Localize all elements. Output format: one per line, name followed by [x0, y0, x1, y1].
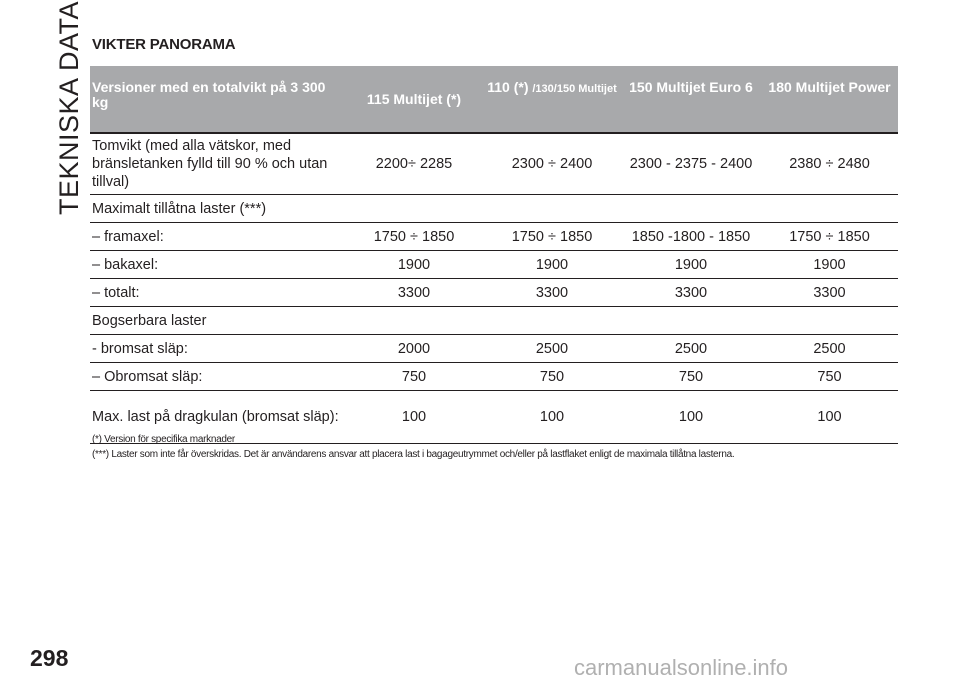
watermark: carmanualsonline.info: [574, 655, 789, 680]
row-label: – Obromsat släp:: [90, 362, 345, 391]
cell-value: 2300 - 2375 - 2400: [621, 133, 761, 195]
cell-value: 2300 ÷ 2400: [483, 133, 621, 195]
cell-value: [345, 194, 483, 223]
cell-value: 750: [345, 362, 483, 391]
cell-value: 2500: [761, 334, 898, 363]
cell-value: 2380 ÷ 2480: [761, 133, 898, 195]
cell-value: 3300: [621, 278, 761, 307]
cell-value: 2500: [621, 334, 761, 363]
row-label: Bogserbara laster: [90, 306, 345, 335]
cell-value: 1750 ÷ 1850: [345, 222, 483, 251]
cell-value: 1900: [345, 250, 483, 279]
row-label: – totalt:: [90, 278, 345, 307]
cell-value: 100: [621, 390, 761, 444]
cell-value: 1900: [621, 250, 761, 279]
table-row: – bakaxel: 1900 1900 1900 1900: [90, 250, 898, 279]
table-row: Bogserbara laster: [90, 306, 898, 335]
cell-value: [483, 194, 621, 223]
cell-value: 1900: [761, 250, 898, 279]
footnote: (***) Laster som inte får överskridas. D…: [92, 449, 735, 460]
cell-value: [761, 194, 898, 223]
row-label: - bromsat släp:: [90, 334, 345, 363]
header-versions: Versioner med en totalvikt på 3 300 kg: [90, 66, 345, 134]
cell-value: 1900: [483, 250, 621, 279]
cell-value: 2000: [345, 334, 483, 363]
header-180-multijet-power: 180 Multijet Power: [761, 66, 898, 134]
cell-value: [621, 306, 761, 335]
cell-value: 3300: [761, 278, 898, 307]
weights-table: Versioner med en totalvikt på 3 300 kg 1…: [90, 66, 898, 444]
cell-value: 3300: [345, 278, 483, 307]
cell-value: 1850 -1800 - 1850: [621, 222, 761, 251]
row-label: Tomvikt (med alla vätskor, med bränsleta…: [90, 133, 345, 195]
table-row: – totalt: 3300 3300 3300 3300: [90, 278, 898, 307]
page-title: VIKTER PANORAMA: [92, 36, 236, 53]
table-row: Max. last på dragkulan (bromsat släp): 1…: [90, 390, 898, 444]
table-row: - bromsat släp: 2000 2500 2500 2500: [90, 334, 898, 363]
cell-value: 2500: [483, 334, 621, 363]
cell-value: [345, 306, 483, 335]
row-label: – bakaxel:: [90, 250, 345, 279]
table-row: – framaxel: 1750 ÷ 1850 1750 ÷ 1850 1850…: [90, 222, 898, 251]
table-row: Maximalt tillåtna laster (***): [90, 194, 898, 223]
footnotes: (*) Version för specifika marknader (***…: [92, 432, 912, 462]
cell-value: 100: [483, 390, 621, 444]
header-115-multijet: 115 Multijet (*): [345, 66, 483, 134]
table-row: Tomvikt (med alla vätskor, med bränsleta…: [90, 133, 898, 195]
table-header-row: Versioner med en totalvikt på 3 300 kg 1…: [90, 66, 898, 134]
cell-value: [483, 306, 621, 335]
row-label: – framaxel:: [90, 222, 345, 251]
cell-value: [621, 194, 761, 223]
row-label: Max. last på dragkulan (bromsat släp):: [90, 390, 345, 444]
cell-value: [761, 306, 898, 335]
cell-value: 3300: [483, 278, 621, 307]
header-110-multijet: 110 (*) /130/150 Multijet: [483, 66, 621, 134]
section-side-title: TEKNISKA DATA: [54, 0, 84, 215]
cell-value: 1750 ÷ 1850: [761, 222, 898, 251]
cell-value: 2200÷ 2285: [345, 133, 483, 195]
page-number: 298: [30, 645, 69, 671]
cell-value: 100: [761, 390, 898, 444]
cell-value: 100: [345, 390, 483, 444]
row-label: Maximalt tillåtna laster (***): [90, 194, 345, 223]
cell-value: 750: [621, 362, 761, 391]
cell-value: 750: [483, 362, 621, 391]
header-150-multijet-euro6: 150 Multijet Euro 6: [621, 66, 761, 134]
cell-value: 1750 ÷ 1850: [483, 222, 621, 251]
table-row: – Obromsat släp: 750 750 750 750: [90, 362, 898, 391]
footnote: (*) Version för specifika marknader: [92, 434, 235, 445]
cell-value: 750: [761, 362, 898, 391]
